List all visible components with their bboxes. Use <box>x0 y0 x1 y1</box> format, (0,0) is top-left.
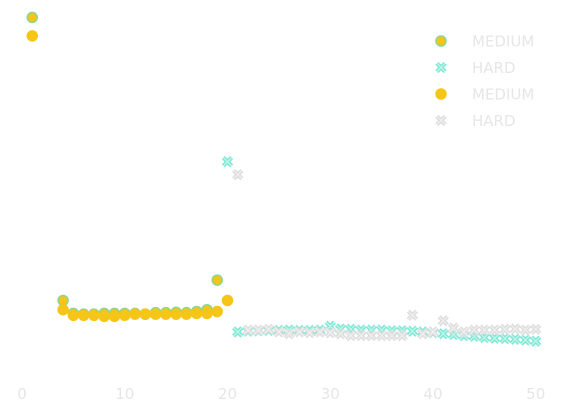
data-point <box>511 335 519 343</box>
data-point <box>244 326 252 334</box>
data-point <box>212 307 222 317</box>
data-point <box>429 328 437 336</box>
data-point <box>89 310 99 320</box>
series-3 <box>27 31 232 321</box>
data-point <box>347 331 355 339</box>
legend-item: HARD <box>437 112 516 130</box>
legend-label: HARD <box>472 112 516 130</box>
data-point <box>408 311 416 319</box>
data-point <box>161 309 171 319</box>
data-point <box>202 308 212 318</box>
data-point <box>27 12 37 22</box>
legend-label: MEDIUM <box>472 33 534 51</box>
data-point <box>151 309 161 319</box>
data-point <box>223 158 231 166</box>
data-point <box>285 330 293 338</box>
data-point <box>532 325 540 333</box>
data-point <box>377 331 385 339</box>
legend-item: HARD <box>437 59 516 77</box>
x-tick-label: 50 <box>526 385 545 403</box>
data-point <box>326 328 334 336</box>
data-point <box>470 326 478 334</box>
data-point <box>234 328 242 336</box>
x-tick-label: 30 <box>321 385 340 403</box>
data-point <box>439 317 447 325</box>
data-point <box>449 324 457 332</box>
data-point <box>439 330 447 338</box>
data-point <box>501 334 509 342</box>
data-point <box>532 337 540 345</box>
data-point <box>264 325 272 333</box>
x-tick-label: 20 <box>218 385 237 403</box>
legend: MEDIUM HARD MEDIUM HARD <box>436 33 534 131</box>
data-point <box>511 325 519 333</box>
data-point <box>275 328 283 336</box>
legend-label: MEDIUM <box>472 86 534 104</box>
data-point <box>521 326 529 334</box>
legend-label: HARD <box>472 59 516 77</box>
data-point <box>460 328 468 336</box>
legend-marker <box>437 116 445 124</box>
data-point <box>27 31 37 41</box>
data-point <box>521 336 529 344</box>
data-point <box>501 325 509 333</box>
data-point <box>408 327 416 335</box>
data-point <box>140 309 150 319</box>
series-2 <box>223 158 540 346</box>
data-point <box>295 328 303 336</box>
data-point <box>130 309 140 319</box>
legend-marker <box>436 89 446 99</box>
plot-area <box>27 12 540 345</box>
x-tick-label: 40 <box>423 385 442 403</box>
data-point <box>316 328 324 336</box>
series-4 <box>234 170 540 339</box>
series-1 <box>27 12 222 319</box>
legend-marker <box>436 36 446 46</box>
data-point <box>388 331 396 339</box>
data-point <box>480 326 488 334</box>
data-point <box>234 170 242 178</box>
data-point <box>192 308 202 318</box>
data-point <box>109 311 119 321</box>
data-point <box>120 310 130 320</box>
data-point <box>181 309 191 319</box>
data-point <box>222 295 232 305</box>
data-point <box>99 311 109 321</box>
legend-item: MEDIUM <box>436 86 534 104</box>
data-point <box>305 328 313 336</box>
data-point <box>367 331 375 339</box>
data-point <box>398 331 406 339</box>
data-point <box>68 310 78 320</box>
x-tick-label: 10 <box>115 385 134 403</box>
data-point <box>212 275 222 285</box>
data-point <box>79 310 89 320</box>
data-point <box>171 309 181 319</box>
data-point <box>419 330 427 338</box>
data-point <box>58 305 68 315</box>
x-axis: 0 10 20 30 40 50 <box>17 385 545 403</box>
data-point <box>357 331 365 339</box>
legend-item: MEDIUM <box>436 33 534 51</box>
legend-marker <box>437 63 445 71</box>
data-point <box>490 326 498 334</box>
data-point <box>336 330 344 338</box>
data-point <box>254 326 262 334</box>
x-tick-label: 0 <box>17 385 27 403</box>
